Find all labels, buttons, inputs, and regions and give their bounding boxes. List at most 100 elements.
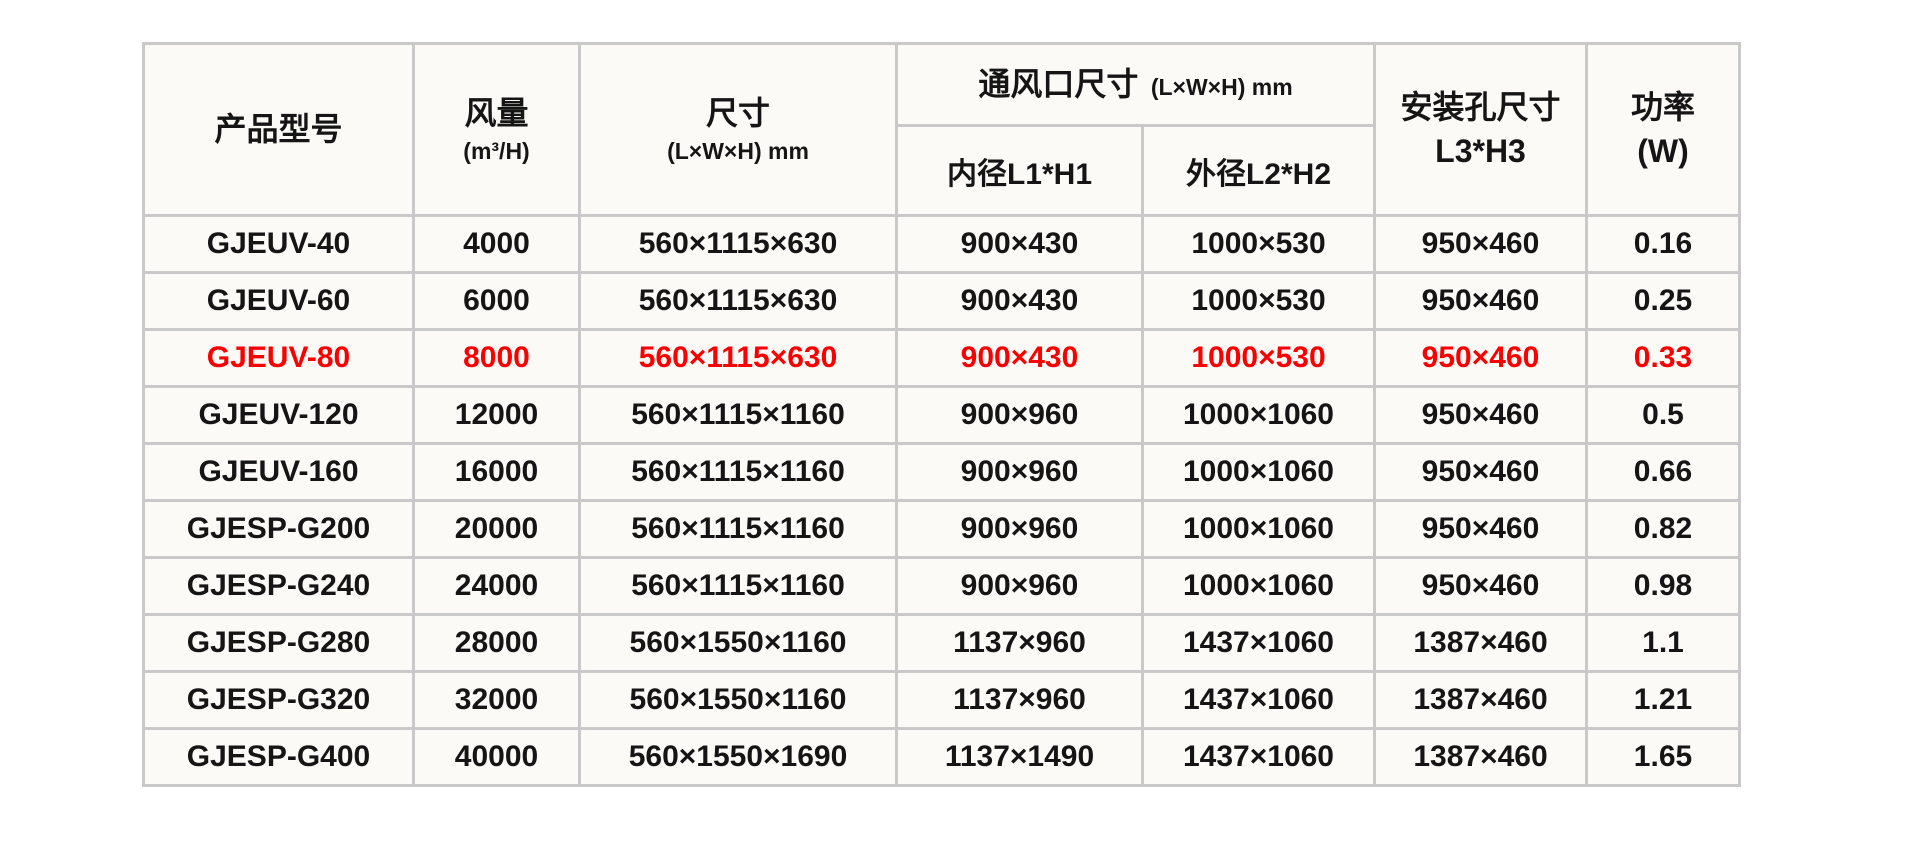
cell-power: 1.21 — [1585, 670, 1741, 730]
cell-product-model: GJESP-G280 — [142, 613, 415, 673]
cell-vent-inner: 900×430 — [895, 214, 1144, 274]
cell-mount-hole: 950×460 — [1373, 499, 1588, 559]
cell-size: 560×1115×630 — [578, 328, 898, 388]
cell-airflow: 28000 — [412, 613, 581, 673]
cell-power: 1.65 — [1585, 727, 1741, 787]
header-vent-label: 通风口尺寸 — [978, 65, 1139, 102]
cell-airflow: 6000 — [412, 271, 581, 331]
cell-power: 1.1 — [1585, 613, 1741, 673]
cell-vent-inner: 900×960 — [895, 499, 1144, 559]
cell-size: 560×1550×1160 — [578, 613, 898, 673]
cell-vent-outer: 1000×530 — [1141, 214, 1376, 274]
header-airflow-unit: (m³/H) — [463, 137, 530, 164]
cell-vent-inner: 1137×1490 — [895, 727, 1144, 787]
cell-product-model: GJESP-G200 — [142, 499, 415, 559]
header-size-label: 尺寸 — [705, 95, 770, 132]
cell-airflow: 12000 — [412, 385, 581, 445]
cell-power: 0.66 — [1585, 442, 1741, 502]
cell-airflow: 32000 — [412, 670, 581, 730]
header-vent-unit: (L×W×H) mm — [1150, 73, 1293, 100]
cell-vent-outer: 1000×1060 — [1141, 442, 1376, 502]
table-row: GJESP-G400 40000 560×1550×1690 1137×1490… — [142, 727, 1741, 787]
cell-vent-outer: 1000×530 — [1141, 328, 1376, 388]
cell-power: 0.25 — [1585, 271, 1741, 331]
header-mount-sub: L3*H3 — [1435, 132, 1526, 169]
cell-airflow: 24000 — [412, 556, 581, 616]
cell-size: 560×1115×630 — [578, 214, 898, 274]
header-power-label: 功率 — [1630, 89, 1695, 126]
cell-airflow: 40000 — [412, 727, 581, 787]
cell-airflow: 4000 — [412, 214, 581, 274]
cell-size: 560×1115×1160 — [578, 556, 898, 616]
cell-airflow: 20000 — [412, 499, 581, 559]
cell-vent-inner: 1137×960 — [895, 670, 1144, 730]
cell-mount-hole: 1387×460 — [1373, 670, 1588, 730]
table-row: GJESP-G200 20000 560×1115×1160 900×960 1… — [142, 499, 1741, 559]
header-vent-size: 通风口尺寸 (L×W×H) mm — [895, 42, 1376, 127]
header-mount-hole: 安装孔尺寸 L3*H3 — [1373, 42, 1588, 217]
cell-size: 560×1550×1160 — [578, 670, 898, 730]
header-power-unit: (W) — [1637, 132, 1689, 169]
cell-vent-outer: 1437×1060 — [1141, 727, 1376, 787]
cell-vent-inner: 900×960 — [895, 385, 1144, 445]
table-row: GJESP-G320 32000 560×1550×1160 1137×960 … — [142, 670, 1741, 730]
cell-vent-inner: 1137×960 — [895, 613, 1144, 673]
cell-vent-inner: 900×430 — [895, 328, 1144, 388]
cell-vent-outer: 1437×1060 — [1141, 613, 1376, 673]
cell-mount-hole: 1387×460 — [1373, 727, 1588, 787]
cell-product-model: GJESP-G320 — [142, 670, 415, 730]
cell-vent-outer: 1437×1060 — [1141, 670, 1376, 730]
header-vent-outer: 外径L2*H2 — [1141, 124, 1376, 217]
cell-product-model: GJESP-G240 — [142, 556, 415, 616]
table-row: GJEUV-40 4000 560×1115×630 900×430 1000×… — [142, 214, 1741, 274]
header-size-unit: (L×W×H) mm — [667, 137, 809, 164]
cell-size: 560×1550×1690 — [578, 727, 898, 787]
cell-product-model: GJEUV-120 — [142, 385, 415, 445]
header-product-model-label: 产品型号 — [214, 110, 343, 147]
table-row: GJEUV-160 16000 560×1115×1160 900×960 10… — [142, 442, 1741, 502]
header-size: 尺寸 (L×W×H) mm — [578, 42, 898, 217]
cell-mount-hole: 950×460 — [1373, 328, 1588, 388]
table-row: GJEUV-120 12000 560×1115×1160 900×960 10… — [142, 385, 1741, 445]
cell-mount-hole: 950×460 — [1373, 556, 1588, 616]
table-row: GJESP-G280 28000 560×1550×1160 1137×960 … — [142, 613, 1741, 673]
cell-product-model: GJEUV-60 — [142, 271, 415, 331]
cell-vent-outer: 1000×1060 — [1141, 556, 1376, 616]
cell-power: 0.33 — [1585, 328, 1741, 388]
cell-vent-outer: 1000×530 — [1141, 271, 1376, 331]
cell-power: 0.82 — [1585, 499, 1741, 559]
cell-vent-inner: 900×960 — [895, 442, 1144, 502]
cell-vent-inner: 900×960 — [895, 556, 1144, 616]
cell-mount-hole: 950×460 — [1373, 214, 1588, 274]
header-power: 功率 (W) — [1585, 42, 1741, 217]
cell-product-model: GJEUV-40 — [142, 214, 415, 274]
cell-size: 560×1115×630 — [578, 271, 898, 331]
cell-vent-inner: 900×430 — [895, 271, 1144, 331]
table-row: GJEUV-80 8000 560×1115×630 900×430 1000×… — [142, 328, 1741, 388]
cell-mount-hole: 950×460 — [1373, 271, 1588, 331]
header-mount-label: 安装孔尺寸 — [1400, 89, 1561, 126]
cell-power: 0.5 — [1585, 385, 1741, 445]
cell-size: 560×1115×1160 — [578, 442, 898, 502]
cell-vent-outer: 1000×1060 — [1141, 385, 1376, 445]
header-vent-inner: 内径L1*H1 — [895, 124, 1144, 217]
cell-product-model: GJEUV-80 — [142, 328, 415, 388]
header-airflow: 风量 (m³/H) — [412, 42, 581, 217]
cell-mount-hole: 950×460 — [1373, 442, 1588, 502]
cell-size: 560×1115×1160 — [578, 499, 898, 559]
cell-mount-hole: 950×460 — [1373, 385, 1588, 445]
cell-airflow: 16000 — [412, 442, 581, 502]
table-row: GJESP-G240 24000 560×1115×1160 900×960 1… — [142, 556, 1741, 616]
cell-product-model: GJESP-G400 — [142, 727, 415, 787]
product-spec-table: 产品型号 风量 (m³/H) 尺寸 (L×W×H) mm 通风口尺寸 (L×W×… — [142, 42, 1741, 787]
header-airflow-label: 风量 — [464, 95, 529, 132]
cell-vent-outer: 1000×1060 — [1141, 499, 1376, 559]
cell-airflow: 8000 — [412, 328, 581, 388]
cell-power: 0.98 — [1585, 556, 1741, 616]
cell-size: 560×1115×1160 — [578, 385, 898, 445]
spec-table-body: GJEUV-40 4000 560×1115×630 900×430 1000×… — [142, 214, 1741, 787]
cell-mount-hole: 1387×460 — [1373, 613, 1588, 673]
cell-power: 0.16 — [1585, 214, 1741, 274]
header-product-model: 产品型号 — [142, 42, 415, 217]
